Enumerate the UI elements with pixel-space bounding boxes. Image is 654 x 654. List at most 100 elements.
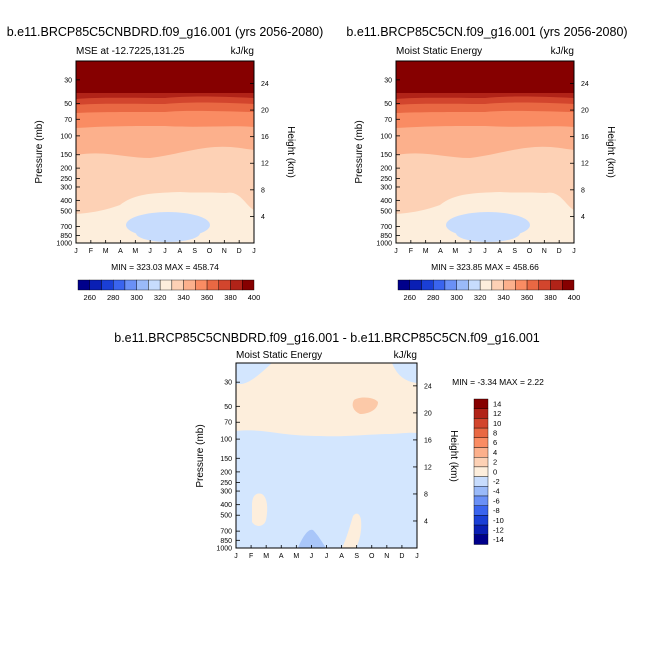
x-tick-label: M [293, 553, 299, 560]
x-tick-label: O [527, 248, 533, 255]
minmax-stats: MIN = 323.85 MAX = 458.66 [431, 262, 539, 272]
colorbar-label: 340 [177, 293, 190, 302]
x-tick-label: A [118, 248, 123, 255]
colorbar-label: -2 [493, 477, 500, 486]
y-tick-label: 400 [220, 502, 232, 509]
colorbar-label: 320 [474, 293, 487, 302]
x-tick-label: J [468, 248, 472, 255]
y2-axis-label: Height (km) [285, 126, 296, 178]
contour-fill [76, 61, 254, 243]
y-tick-label: 50 [224, 404, 232, 411]
y-tick-label: 850 [60, 233, 72, 240]
colorbar-swatch [230, 279, 243, 291]
y-tick-label: 700 [60, 224, 72, 231]
colorbar-label: 4 [493, 448, 497, 457]
y2-tick-label: 12 [261, 161, 269, 168]
colorbar-label: -12 [493, 525, 504, 534]
y2-tick-label: 12 [424, 464, 432, 471]
y-tick-label: 1000 [376, 241, 392, 248]
y-tick-label: 30 [64, 77, 72, 84]
y-tick-label: 850 [220, 538, 232, 545]
y2-tick-label: 4 [261, 214, 265, 221]
colorbar-label: 2 [493, 458, 497, 467]
x-tick-label: J [483, 248, 487, 255]
colorbar-swatch [468, 279, 481, 291]
x-tick-label: S [192, 248, 197, 255]
x-tick-label: M [103, 248, 109, 255]
colorbar-swatch [473, 466, 489, 477]
x-tick-label: A [177, 248, 182, 255]
colorbar-label: 6 [493, 438, 497, 447]
y-tick-label: 70 [64, 117, 72, 124]
y-tick-label: 30 [384, 77, 392, 84]
level-band [342, 513, 362, 548]
x-tick-label: F [89, 248, 93, 255]
x-tick-label: J [74, 248, 78, 255]
colorbar-swatch [479, 279, 493, 291]
y2-tick-label: 24 [581, 81, 589, 88]
y2-tick-label: 4 [424, 518, 428, 525]
y-tick-label: 300 [380, 184, 392, 191]
level-band [392, 363, 417, 383]
y-tick-label: 1000 [216, 546, 232, 553]
x-tick-label: S [512, 248, 517, 255]
colorbar-label: -6 [493, 496, 500, 505]
y-tick-label: 400 [60, 198, 72, 205]
colorbar-swatch [456, 279, 469, 291]
colorbar-label: 14 [493, 399, 501, 408]
minmax-stats: MIN = -3.34 MAX = 2.22 [452, 377, 544, 387]
axis-ticks: 3050701001502002503004005007008501000242… [376, 77, 588, 255]
colorbar-swatch [89, 279, 102, 291]
x-tick-label: J [234, 553, 238, 560]
level-band [136, 224, 200, 242]
x-tick-label: A [279, 553, 284, 560]
panel-brd: b.e11.BRCP85C5CNBDRD.f09_g16.001 (yrs 20… [7, 25, 324, 302]
level-band [352, 397, 378, 414]
colorbar-swatch [433, 279, 446, 291]
colorbar-swatch [473, 476, 489, 487]
colorbar-swatch [473, 505, 489, 516]
level-band [236, 363, 272, 384]
panel-left-label: MSE at -12.7225,131.25 [76, 46, 185, 57]
colorbar-label: 360 [201, 293, 214, 302]
y-tick-label: 70 [384, 117, 392, 124]
y-tick-label: 30 [224, 380, 232, 387]
colorbar-label: -8 [493, 506, 500, 515]
colorbar-label: 360 [521, 293, 534, 302]
panel-title: b.e11.BRCP85C5CNBDRD.f09_g16.001 (yrs 20… [7, 25, 324, 39]
colorbar-swatch [562, 279, 575, 291]
y-tick-label: 100 [220, 437, 232, 444]
y2-tick-label: 8 [261, 187, 265, 194]
axis-ticks: 3050701001502002503004005007008501000242… [216, 380, 431, 560]
y-tick-label: 50 [384, 101, 392, 108]
colorbar-swatch [473, 457, 489, 468]
y-tick-label: 150 [380, 152, 392, 159]
x-tick-label: A [339, 553, 344, 560]
colorbar-swatch [397, 279, 410, 291]
colorbar-swatch [444, 279, 457, 291]
x-tick-label: M [132, 248, 138, 255]
colorbar-swatch [473, 418, 489, 429]
colorbar-swatch [473, 515, 489, 526]
colorbar-label: -14 [493, 535, 504, 544]
panel-title: b.e11.BRCP85C5CN.f09_g16.001 (yrs 2056-2… [346, 25, 627, 39]
colorbar-label: 12 [493, 409, 501, 418]
y-tick-label: 70 [224, 420, 232, 427]
y-tick-label: 700 [380, 224, 392, 231]
y2-tick-label: 16 [424, 437, 432, 444]
colorbar-label: 300 [450, 293, 463, 302]
colorbar-label: 0 [493, 467, 497, 476]
colorbar-swatch [171, 279, 184, 291]
y2-tick-label: 4 [581, 214, 585, 221]
x-tick-label: J [163, 248, 167, 255]
x-tick-label: A [497, 248, 502, 255]
colorbar: 260 280 300 320 340 360 380 400 [77, 279, 260, 302]
x-tick-label: J [415, 553, 419, 560]
colorbar-swatch [538, 279, 551, 291]
y-tick-label: 250 [60, 176, 72, 183]
colorbar-label: 10 [493, 419, 501, 428]
x-tick-label: J [148, 248, 152, 255]
x-tick-label: S [354, 553, 359, 560]
y2-tick-label: 20 [424, 410, 432, 417]
